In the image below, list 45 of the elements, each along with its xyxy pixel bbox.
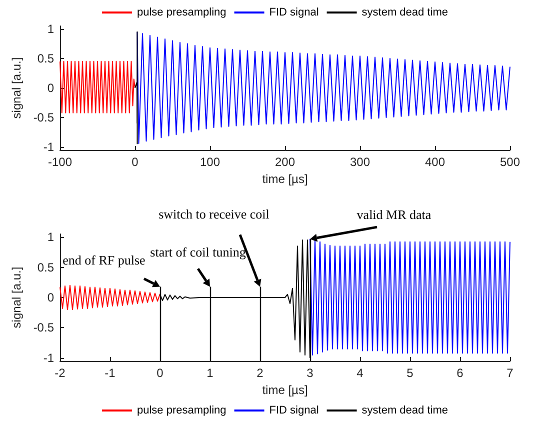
x-tick-label: -1 <box>104 366 116 380</box>
legend-label: FID signal <box>269 6 319 18</box>
x-tick-label: -100 <box>48 155 72 169</box>
x-tick-label: 500 <box>500 155 520 169</box>
y-tick-label: -1 <box>43 350 54 365</box>
x-tick-label: 3 <box>306 366 314 380</box>
y-tick-label: 1 <box>47 22 54 36</box>
legend-label: system dead time <box>362 404 448 416</box>
line-series <box>134 31 138 145</box>
legend-label: FID signal <box>269 404 319 416</box>
y-axis-title: signal [a.u.] <box>9 266 24 328</box>
x-tick-label: 100 <box>200 155 220 169</box>
y-tick-label: 0 <box>47 81 54 95</box>
line-series <box>60 60 136 114</box>
y-tick-label: 1 <box>47 230 54 244</box>
x-tick-label: 0 <box>156 366 164 380</box>
legend-label: pulse presampling <box>137 6 226 18</box>
ref-line-label: switch to receive coil <box>158 206 270 222</box>
x-tick-label: 4 <box>356 366 364 380</box>
y-axis-title: signal [a.u.] <box>9 57 24 119</box>
x-axis-title: time [µs] <box>262 382 308 397</box>
legend-label: system dead time <box>362 6 448 18</box>
line-series <box>60 284 160 310</box>
ref-line-label: start of coil tuning <box>150 244 246 260</box>
x-tick-label: 200 <box>274 155 296 169</box>
x-tick-label: 5 <box>406 366 414 380</box>
ref-line-label: end of RF pulse <box>62 252 146 268</box>
x-axis-title: time [µs] <box>262 172 308 186</box>
y-tick-label: -0.5 <box>33 110 54 125</box>
x-tick-label: -2 <box>54 366 66 380</box>
x-tick-label: 400 <box>424 155 446 169</box>
ref-line-label: valid MR data <box>356 207 432 222</box>
x-tick-label: 7 <box>506 366 514 380</box>
y-tick-label: -1 <box>43 140 54 154</box>
y-tick-label: 0 <box>47 290 54 304</box>
x-tick-label: 2 <box>256 366 264 380</box>
x-tick-label: 6 <box>456 366 464 380</box>
x-tick-label: 300 <box>350 155 370 169</box>
x-tick-label: 1 <box>206 366 214 380</box>
x-tick-label: 0 <box>132 155 139 169</box>
legend-label: pulse presampling <box>137 404 226 416</box>
line-series <box>136 31 510 144</box>
y-tick-label: 0.5 <box>37 260 54 274</box>
y-tick-label: -0.5 <box>33 320 54 335</box>
y-tick-label: 0.5 <box>37 51 54 66</box>
